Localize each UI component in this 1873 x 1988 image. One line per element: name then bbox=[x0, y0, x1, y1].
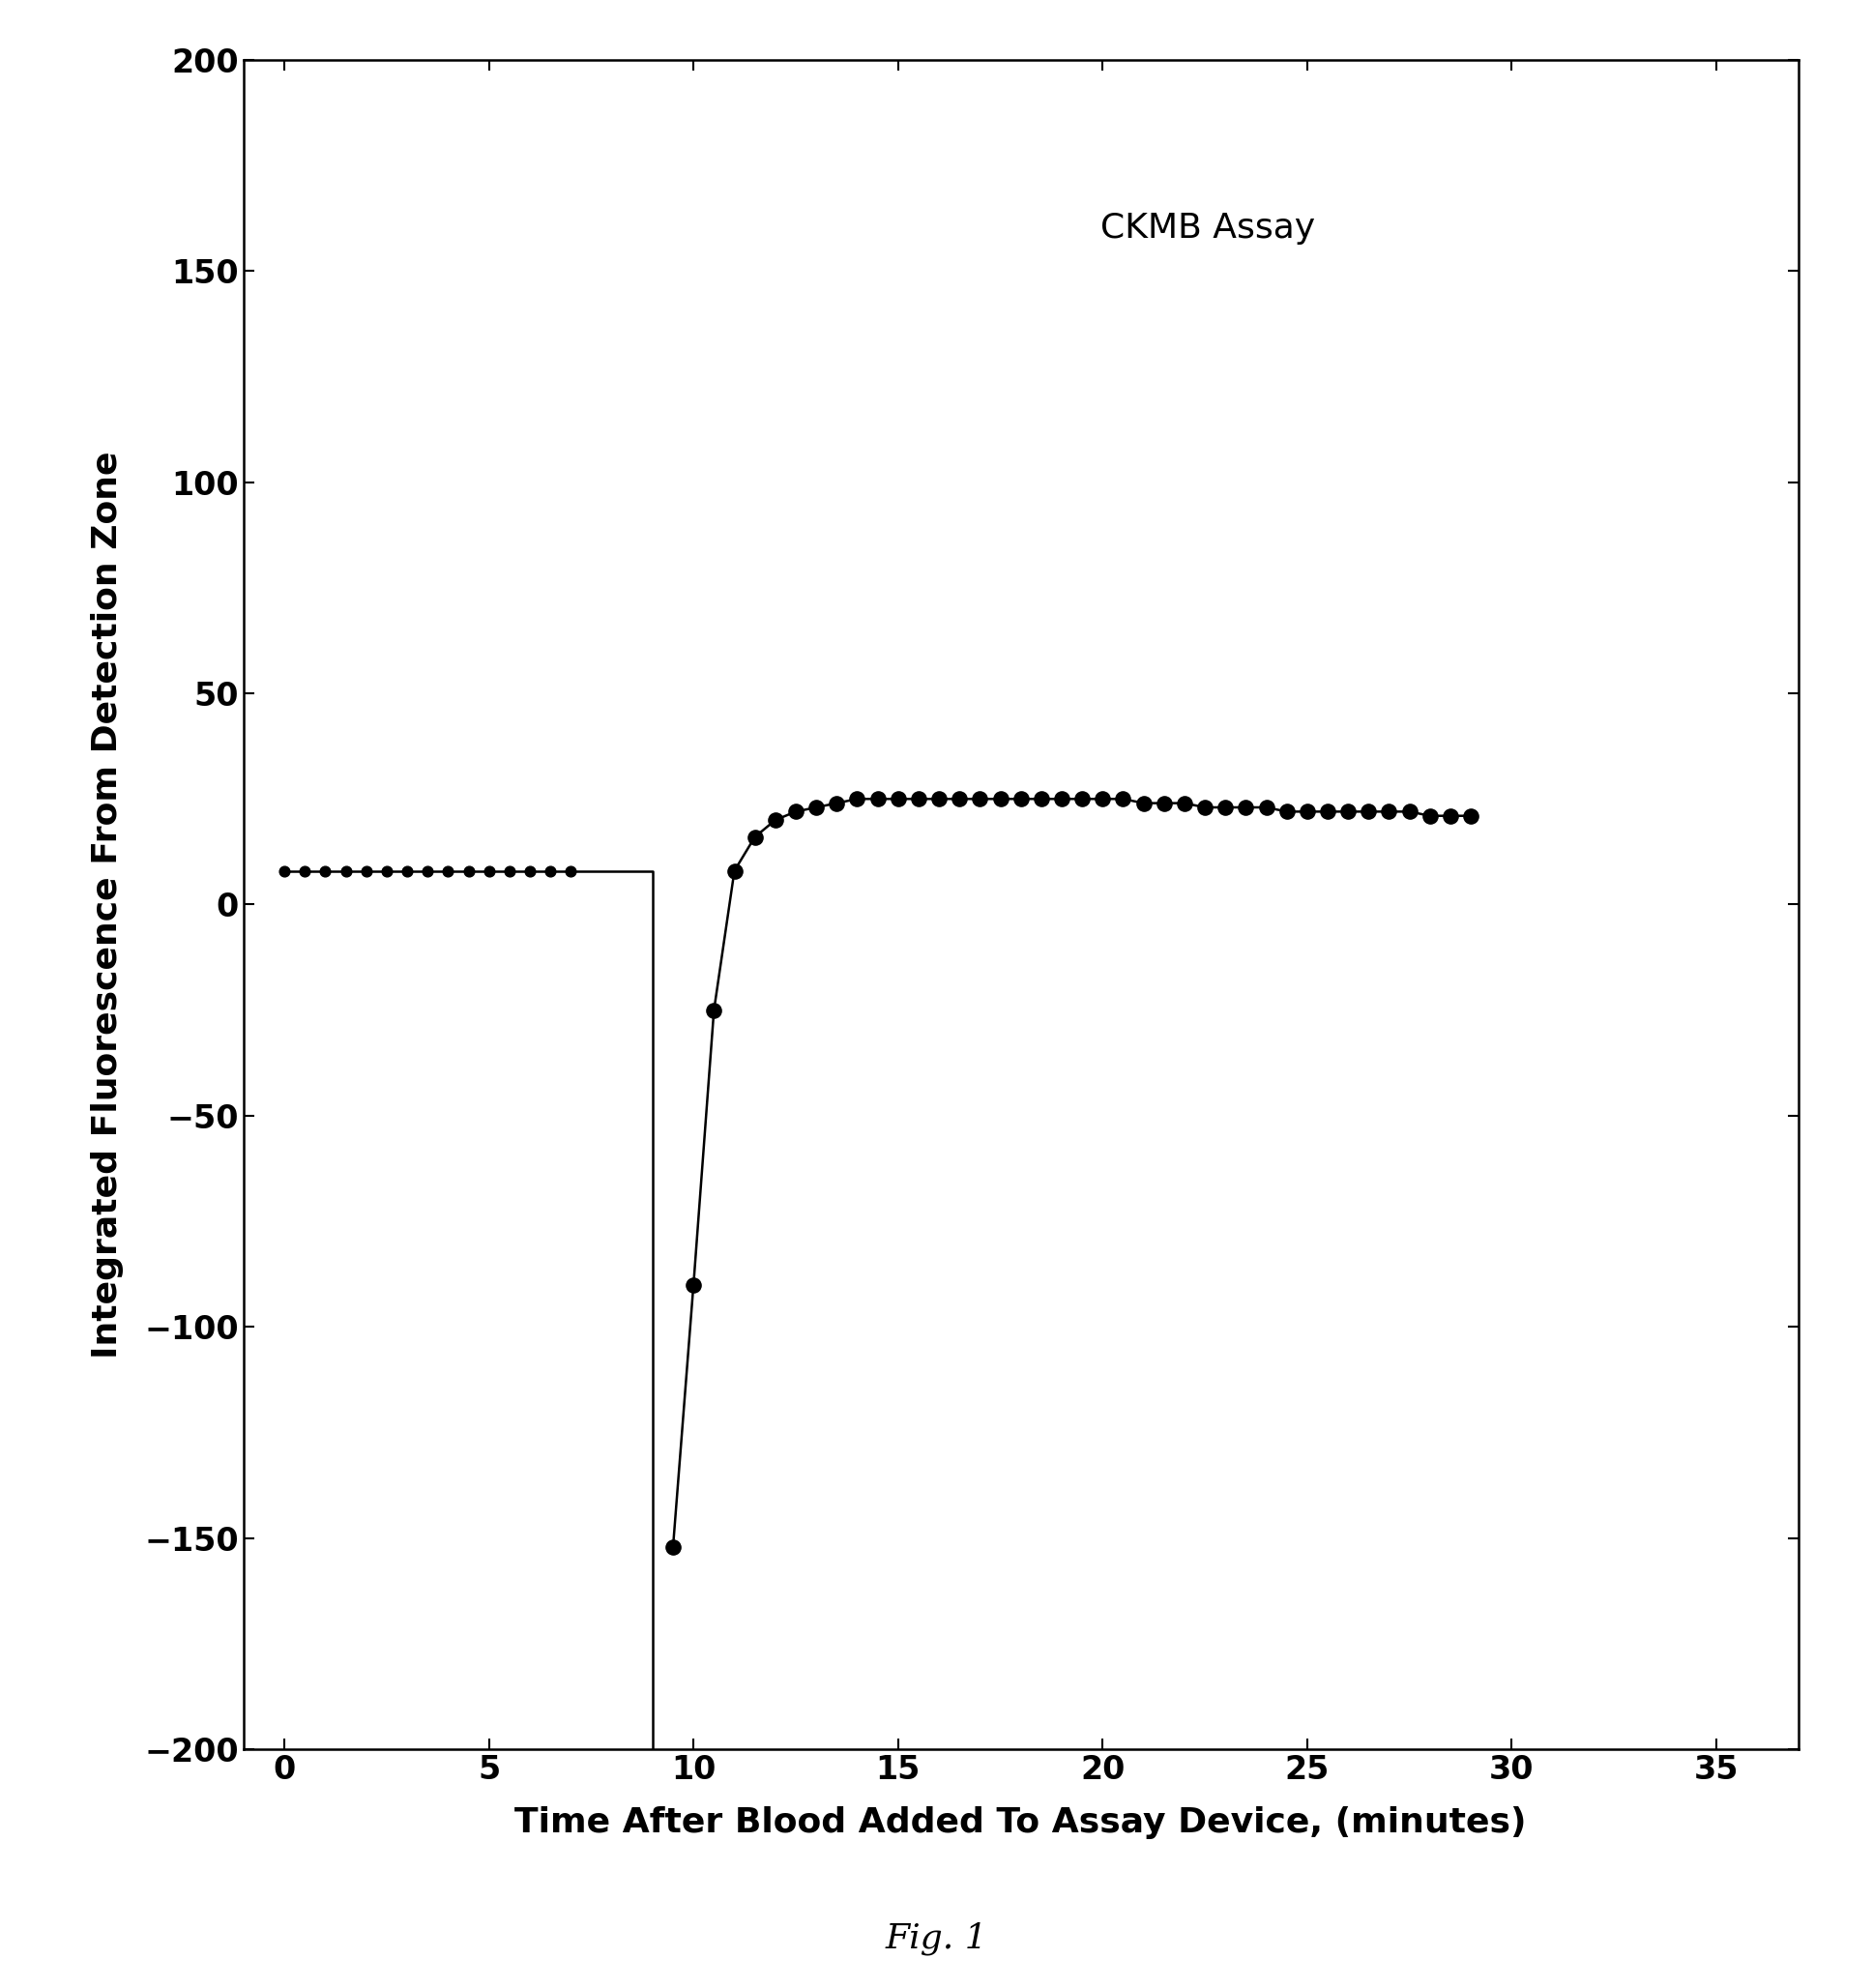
Point bbox=[270, 855, 300, 887]
Point bbox=[474, 855, 504, 887]
Point bbox=[1251, 791, 1281, 823]
Point bbox=[391, 855, 421, 887]
Point bbox=[1395, 795, 1425, 827]
Point bbox=[536, 855, 566, 887]
Point bbox=[1272, 795, 1302, 827]
Y-axis label: Integrated Fluorescence From Detection Zone: Integrated Fluorescence From Detection Z… bbox=[92, 451, 124, 1358]
Point bbox=[944, 783, 974, 815]
Point bbox=[1026, 783, 1056, 815]
Text: CKMB Assay: CKMB Assay bbox=[1099, 211, 1315, 245]
Point bbox=[1455, 799, 1485, 831]
Point bbox=[719, 855, 749, 887]
Point bbox=[903, 783, 933, 815]
Point bbox=[1231, 791, 1261, 823]
Point bbox=[311, 855, 341, 887]
Point bbox=[678, 1268, 708, 1300]
Point bbox=[453, 855, 483, 887]
Point bbox=[352, 855, 382, 887]
Point bbox=[740, 821, 770, 853]
Point bbox=[1129, 787, 1159, 819]
Point bbox=[822, 787, 852, 819]
Point bbox=[1375, 795, 1405, 827]
Point bbox=[515, 855, 545, 887]
Point bbox=[965, 783, 995, 815]
Point bbox=[1006, 783, 1036, 815]
Point bbox=[332, 855, 361, 887]
Point bbox=[1313, 795, 1343, 827]
Point bbox=[843, 783, 873, 815]
Text: Fig. 1: Fig. 1 bbox=[886, 1922, 987, 1954]
Point bbox=[1435, 799, 1465, 831]
Point bbox=[699, 994, 729, 1026]
Point bbox=[1169, 787, 1199, 819]
Point bbox=[1414, 799, 1444, 831]
Point bbox=[1088, 783, 1118, 815]
Point bbox=[760, 803, 790, 835]
Point bbox=[1109, 783, 1139, 815]
Point bbox=[923, 783, 953, 815]
Point bbox=[863, 783, 893, 815]
Point bbox=[412, 855, 442, 887]
Point bbox=[290, 855, 320, 887]
Point bbox=[802, 791, 832, 823]
Point bbox=[1189, 791, 1219, 823]
Point bbox=[781, 795, 811, 827]
Point bbox=[556, 855, 586, 887]
X-axis label: Time After Blood Added To Assay Device, (minutes): Time After Blood Added To Assay Device, … bbox=[515, 1807, 1526, 1839]
Point bbox=[494, 855, 524, 887]
Point bbox=[433, 855, 463, 887]
Point bbox=[1148, 787, 1178, 819]
Point bbox=[1292, 795, 1322, 827]
Point bbox=[985, 783, 1015, 815]
Point bbox=[1068, 783, 1098, 815]
Point bbox=[882, 783, 912, 815]
Point bbox=[1334, 795, 1364, 827]
Point bbox=[1354, 795, 1384, 827]
Point bbox=[1210, 791, 1240, 823]
Point bbox=[1047, 783, 1077, 815]
Point bbox=[371, 855, 401, 887]
Point bbox=[657, 1531, 687, 1563]
